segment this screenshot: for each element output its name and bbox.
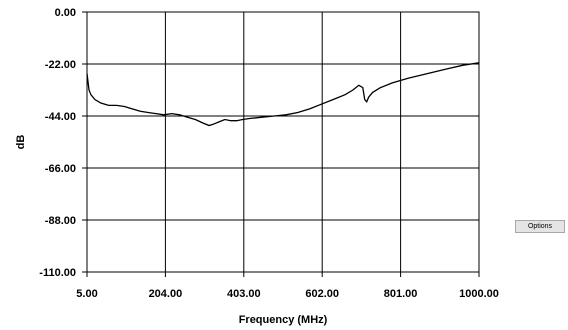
y-tick-label: -44.00	[45, 111, 76, 123]
grid-lines	[86, 11, 480, 273]
y-axis-label: dB	[15, 135, 27, 150]
options-button[interactable]: Options	[515, 220, 565, 233]
y-tick-label: 0.00	[55, 7, 76, 19]
y-tick-label: -88.00	[45, 215, 76, 227]
plot-frame	[86, 11, 480, 273]
y-tick-label: -110.00	[39, 267, 76, 279]
x-tick-label: 5.00	[76, 288, 97, 300]
x-axis-label: Frequency (MHz)	[239, 314, 328, 326]
y-tick-label: -22.00	[45, 59, 76, 71]
x-tick-label: 1000.00	[459, 288, 499, 300]
y-tick-label: -66.00	[45, 163, 76, 175]
series-line	[86, 62, 480, 127]
x-tick-label: 801.00	[384, 288, 418, 300]
y-axis-ticks: 0.00 -22.00 -44.00 -66.00 -88.00 -110.00	[39, 7, 87, 279]
x-tick-label: 204.00	[149, 288, 183, 300]
x-tick-label: 602.00	[305, 288, 339, 300]
x-axis-ticks: 5.00 204.00 403.00 602.00 801.00 1000.00	[76, 272, 499, 300]
x-tick-label: 403.00	[227, 288, 261, 300]
